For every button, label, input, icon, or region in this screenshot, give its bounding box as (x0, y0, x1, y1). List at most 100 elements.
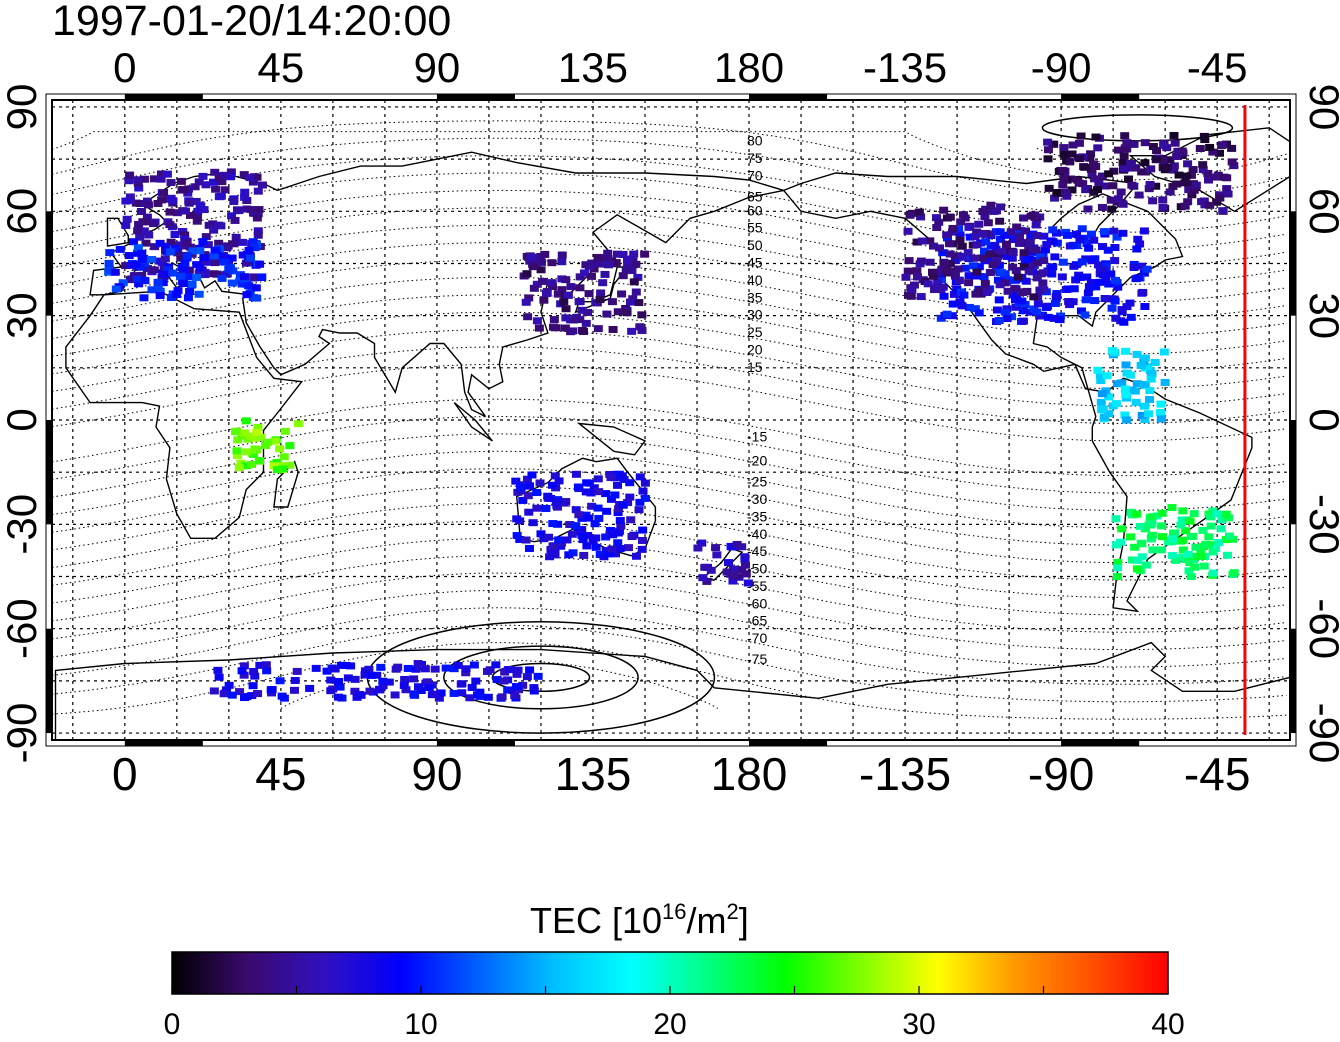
tec-cell (1010, 296, 1020, 304)
tec-cell (252, 428, 262, 436)
contour-label: -15 (747, 428, 767, 444)
tec-cell (608, 531, 618, 539)
tec-cell (986, 201, 996, 209)
contour-label: -60 (747, 595, 767, 611)
tec-cell (305, 684, 315, 692)
tec-cell (177, 264, 187, 272)
tec-cell (602, 310, 612, 318)
tec-cell (149, 220, 159, 228)
tec-cell (1113, 283, 1123, 291)
tec-cell (1019, 214, 1029, 222)
tec-cell (251, 284, 261, 292)
tec-cell (568, 327, 578, 335)
tec-cell (1001, 240, 1011, 248)
tec-cell (180, 207, 190, 215)
tec-cell (1058, 258, 1068, 266)
tec-cell (1050, 194, 1060, 202)
tec-cell (483, 693, 493, 701)
tec-cell (161, 242, 171, 250)
tec-cell (1091, 133, 1101, 141)
tec-cell (1050, 299, 1060, 307)
tec-cell (194, 178, 204, 186)
tec-cell (231, 428, 241, 436)
tec-cell (1133, 235, 1143, 243)
tec-cell (983, 219, 993, 227)
tec-cell (1129, 264, 1139, 272)
tec-cell (625, 298, 635, 306)
tec-cell (623, 262, 633, 270)
tec-cell (173, 249, 183, 257)
tec-cell (595, 260, 605, 268)
tec-cell (292, 667, 302, 675)
tec-cell (508, 686, 518, 694)
tec-cell (937, 266, 947, 274)
tec-cell (1110, 244, 1120, 252)
tec-cell (929, 242, 939, 250)
tec-cell (532, 489, 542, 497)
tec-cell (124, 252, 134, 260)
tec-cell (1121, 347, 1131, 355)
tec-cell (239, 671, 249, 679)
tec-cell (693, 544, 703, 552)
tec-cell (1084, 283, 1094, 291)
tec-cell (1130, 387, 1140, 395)
tec-cell (244, 246, 254, 254)
tec-cell (140, 218, 150, 226)
tec-cell (980, 212, 990, 220)
tec-cell (180, 259, 190, 267)
tec-cell (700, 563, 710, 571)
tec-cell (142, 197, 152, 205)
axis-ticks: 0045459090135135180180-135-135-90-90-45-… (0, 44, 1340, 800)
tec-cell (270, 437, 280, 445)
tec-cell (178, 186, 188, 194)
contour-loop (443, 645, 639, 710)
tec-cell (430, 665, 440, 673)
coastline (698, 547, 744, 581)
tec-cell (147, 255, 157, 263)
tec-cell (945, 250, 955, 258)
contour-line (52, 503, 1287, 581)
tec-cell (1148, 546, 1158, 554)
tec-cell (618, 251, 628, 259)
tec-cell (1011, 303, 1021, 311)
contour-label: -25 (747, 474, 767, 490)
tec-cell (1091, 283, 1101, 291)
tec-cell (240, 429, 250, 437)
tec-cell (1137, 411, 1147, 419)
tec-cell (121, 221, 131, 229)
tec-cell (640, 479, 650, 487)
tec-cell (1168, 552, 1178, 560)
lon-tick-bottom: 0 (112, 748, 138, 800)
tec-cell (217, 274, 227, 282)
contour-line (52, 259, 1287, 337)
tec-cell (1111, 515, 1121, 523)
tec-cell (1208, 541, 1218, 549)
contour-line (52, 642, 1287, 720)
tec-cell (155, 239, 165, 247)
lat-tick-right: 0 (1301, 408, 1340, 431)
tec-cell (988, 261, 998, 269)
tec-cell (567, 530, 577, 538)
tec-cell (219, 690, 229, 698)
tec-cell (1227, 158, 1237, 166)
tec-cell (732, 540, 742, 548)
lat-tick-left: -60 (0, 598, 45, 659)
tec-cell (629, 250, 639, 258)
tec-cell (640, 250, 650, 258)
tec-cell (578, 536, 588, 544)
tec-cell (1029, 293, 1039, 301)
tec-cell (901, 273, 911, 281)
tec-cell (201, 233, 211, 241)
tec-cell (1199, 197, 1209, 205)
tec-cell (465, 694, 475, 702)
tec-cell (512, 515, 522, 523)
tec-cell (625, 479, 635, 487)
coastline (65, 290, 304, 539)
tec-cell (208, 178, 218, 186)
tec-cell (1012, 223, 1022, 231)
tec-cell (239, 171, 249, 179)
tec-cell (198, 238, 208, 246)
tec-cell (1124, 175, 1134, 183)
tec-cell (1152, 512, 1162, 520)
